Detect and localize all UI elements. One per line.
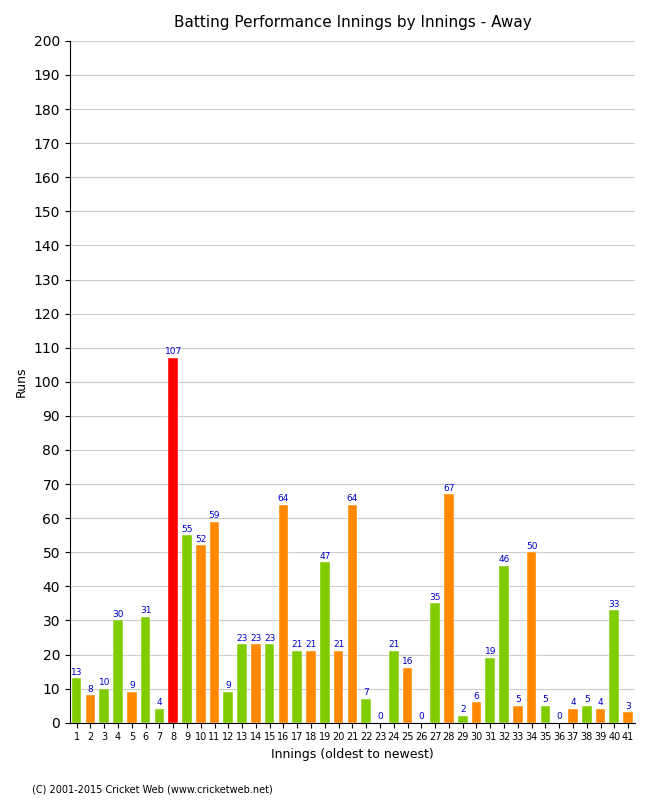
Bar [499, 566, 509, 722]
Bar [99, 689, 109, 722]
Text: 16: 16 [402, 658, 413, 666]
Bar [320, 562, 330, 722]
Text: (C) 2001-2015 Cricket Web (www.cricketweb.net): (C) 2001-2015 Cricket Web (www.cricketwe… [32, 784, 273, 794]
Bar [306, 651, 316, 722]
Text: 55: 55 [181, 525, 192, 534]
Bar [251, 644, 261, 722]
Text: 13: 13 [71, 668, 83, 677]
Bar [458, 716, 467, 722]
Text: 0: 0 [556, 712, 562, 721]
Text: 64: 64 [346, 494, 358, 503]
Text: 21: 21 [306, 641, 317, 650]
Text: 21: 21 [388, 641, 400, 650]
Text: 64: 64 [278, 494, 289, 503]
Bar [568, 709, 578, 722]
Text: 0: 0 [419, 712, 424, 721]
Text: 10: 10 [99, 678, 110, 687]
Bar [389, 651, 398, 722]
Text: 9: 9 [226, 682, 231, 690]
Text: 0: 0 [377, 712, 383, 721]
Bar [86, 695, 96, 722]
Bar [595, 709, 605, 722]
Text: 4: 4 [598, 698, 603, 707]
Bar [141, 617, 150, 722]
Bar [72, 678, 81, 722]
Text: 30: 30 [112, 610, 124, 618]
Title: Batting Performance Innings by Innings - Away: Batting Performance Innings by Innings -… [174, 15, 531, 30]
Text: 5: 5 [515, 695, 521, 704]
Bar [403, 668, 412, 722]
Text: 8: 8 [88, 685, 94, 694]
Bar [168, 358, 178, 722]
Bar [279, 505, 289, 722]
Text: 5: 5 [543, 695, 548, 704]
Bar [155, 709, 164, 722]
Y-axis label: Runs: Runs [15, 366, 28, 397]
Text: 23: 23 [264, 634, 276, 642]
Bar [582, 706, 592, 722]
Text: 47: 47 [319, 552, 330, 561]
Text: 7: 7 [363, 688, 369, 697]
Text: 3: 3 [625, 702, 631, 710]
Text: 2: 2 [460, 705, 465, 714]
Bar [472, 702, 481, 722]
Text: 5: 5 [584, 695, 590, 704]
Bar [265, 644, 274, 722]
Bar [224, 692, 233, 722]
Text: 9: 9 [129, 682, 135, 690]
Text: 107: 107 [164, 347, 182, 356]
Bar [444, 494, 454, 722]
Text: 4: 4 [570, 698, 576, 707]
Text: 4: 4 [157, 698, 162, 707]
Text: 59: 59 [209, 511, 220, 520]
X-axis label: Innings (oldest to newest): Innings (oldest to newest) [271, 748, 434, 761]
Text: 6: 6 [474, 691, 479, 701]
Text: 23: 23 [250, 634, 261, 642]
Text: 67: 67 [443, 484, 454, 493]
Bar [348, 505, 358, 722]
Text: 23: 23 [237, 634, 248, 642]
Bar [210, 522, 219, 722]
Bar [486, 658, 495, 722]
Text: 50: 50 [526, 542, 538, 550]
Bar [127, 692, 136, 722]
Bar [430, 603, 440, 722]
Text: 35: 35 [430, 593, 441, 602]
Text: 19: 19 [484, 647, 496, 656]
Text: 33: 33 [608, 599, 620, 609]
Text: 52: 52 [195, 534, 207, 544]
Bar [237, 644, 247, 722]
Bar [526, 552, 536, 722]
Text: 21: 21 [292, 641, 303, 650]
Text: 21: 21 [333, 641, 344, 650]
Text: 31: 31 [140, 606, 151, 615]
Bar [513, 706, 523, 722]
Bar [292, 651, 302, 722]
Bar [541, 706, 550, 722]
Bar [361, 699, 371, 722]
Bar [334, 651, 343, 722]
Bar [196, 546, 205, 722]
Bar [182, 535, 192, 722]
Bar [610, 610, 619, 722]
Bar [623, 713, 633, 722]
Text: 46: 46 [499, 555, 510, 564]
Bar [113, 621, 123, 722]
